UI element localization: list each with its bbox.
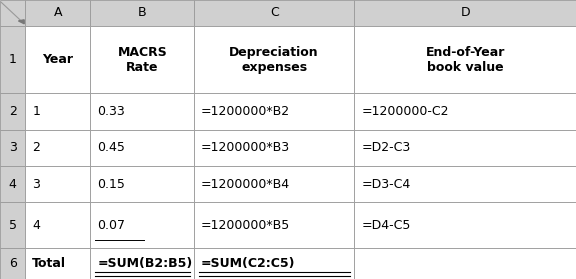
Bar (194, 202, 354, 248)
Text: D: D (460, 6, 470, 20)
Text: 4: 4 (9, 178, 17, 191)
Text: 2: 2 (9, 105, 17, 118)
Bar (0, 166, 25, 202)
Text: Depreciation
expenses: Depreciation expenses (229, 46, 319, 74)
Bar (354, 130, 576, 166)
Text: MACRS
Rate: MACRS Rate (118, 46, 167, 74)
Bar (0, 93, 25, 130)
Text: 0.15: 0.15 (97, 178, 125, 191)
Text: =1200000*B5: =1200000*B5 (201, 219, 290, 232)
Text: 3: 3 (32, 178, 40, 191)
Bar (354, 0, 576, 26)
Bar (90, 166, 194, 202)
Bar (0, 26, 25, 93)
Text: B: B (138, 6, 146, 20)
Bar (25, 202, 90, 248)
Bar (194, 26, 354, 93)
Text: =1200000*B4: =1200000*B4 (201, 178, 290, 191)
Text: 0.45: 0.45 (97, 141, 125, 154)
Bar (90, 26, 194, 93)
Text: 6: 6 (9, 257, 17, 270)
Bar (0, 202, 25, 248)
Bar (25, 166, 90, 202)
Bar (90, 248, 194, 279)
Bar (90, 130, 194, 166)
Text: =D3-C4: =D3-C4 (361, 178, 411, 191)
Bar (25, 93, 90, 130)
Bar (0, 130, 25, 166)
Text: =SUM(C2:C5): =SUM(C2:C5) (201, 257, 295, 270)
Bar (354, 166, 576, 202)
Bar (354, 26, 576, 93)
Text: =1200000*B2: =1200000*B2 (201, 105, 290, 118)
Text: 1: 1 (9, 53, 17, 66)
Text: 1: 1 (32, 105, 40, 118)
Text: =D4-C5: =D4-C5 (361, 219, 411, 232)
Bar (90, 0, 194, 26)
Bar (354, 93, 576, 130)
Text: 5: 5 (9, 219, 17, 232)
Text: 0.33: 0.33 (97, 105, 125, 118)
Bar (194, 166, 354, 202)
Text: =1200000-C2: =1200000-C2 (361, 105, 449, 118)
Text: 0.07: 0.07 (97, 219, 126, 232)
Text: 2: 2 (32, 141, 40, 154)
Bar (354, 248, 576, 279)
Text: =SUM(B2:B5): =SUM(B2:B5) (97, 257, 192, 270)
Bar (0, 248, 25, 279)
Text: C: C (270, 6, 279, 20)
Bar (194, 0, 354, 26)
Text: Total: Total (32, 257, 66, 270)
Bar (25, 248, 90, 279)
Text: 3: 3 (9, 141, 17, 154)
Text: Year: Year (43, 53, 73, 66)
Text: 4: 4 (32, 219, 40, 232)
Bar (0, 0, 25, 26)
Bar (25, 0, 90, 26)
Bar (25, 26, 90, 93)
Bar (194, 93, 354, 130)
Bar (194, 130, 354, 166)
Bar (90, 202, 194, 248)
Text: =1200000*B3: =1200000*B3 (201, 141, 290, 154)
Polygon shape (18, 20, 24, 24)
Text: End-of-Year
book value: End-of-Year book value (426, 46, 505, 74)
Text: =D2-C3: =D2-C3 (361, 141, 411, 154)
Bar (90, 93, 194, 130)
Bar (194, 248, 354, 279)
Text: A: A (54, 6, 62, 20)
Bar (354, 202, 576, 248)
Bar (25, 130, 90, 166)
